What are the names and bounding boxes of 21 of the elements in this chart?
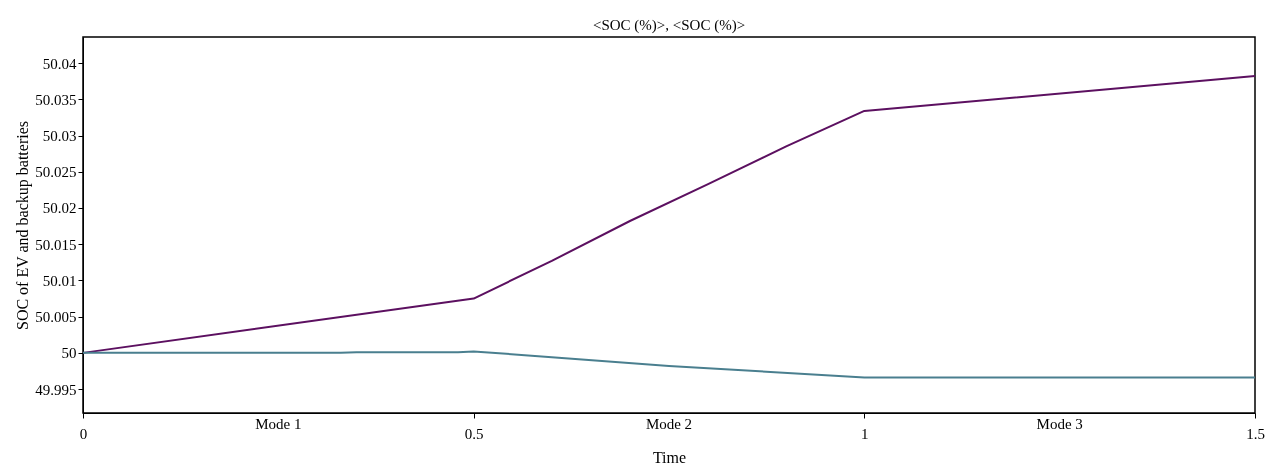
y-tick-label: 50.02 (42, 200, 77, 217)
y-tick-label: 50.005 (35, 309, 77, 326)
text: Mode 1 (255, 416, 302, 432)
y-tick-label: 50 (61, 345, 77, 362)
text: Mode 2 (645, 416, 693, 432)
y-tick-label: 50.025 (35, 164, 77, 181)
y-tick-label: 50.04 (42, 55, 77, 72)
text: Mode 3 (1036, 416, 1083, 432)
x-tick-label: 1 (861, 425, 869, 442)
y-tick-label: 49.995 (35, 381, 77, 398)
y-tick-label: 50.015 (35, 236, 77, 253)
x-tick-label: 0.5 (464, 425, 484, 442)
x-axis-title: Time (652, 448, 687, 466)
chart-title: <SOC (%)>, <SOC (%)> (592, 17, 746, 34)
line-series (82, 350, 1256, 379)
y-axis-title: SOC of EV and backup batteries (14, 121, 33, 330)
x-tick-label: 0 (79, 425, 88, 442)
x-tick-label: 1.5 (1246, 425, 1265, 442)
y-tick-label: 50.01 (42, 272, 77, 289)
y-tick-label: 50.03 (42, 128, 77, 145)
y-tick-label: 50.035 (35, 91, 77, 108)
